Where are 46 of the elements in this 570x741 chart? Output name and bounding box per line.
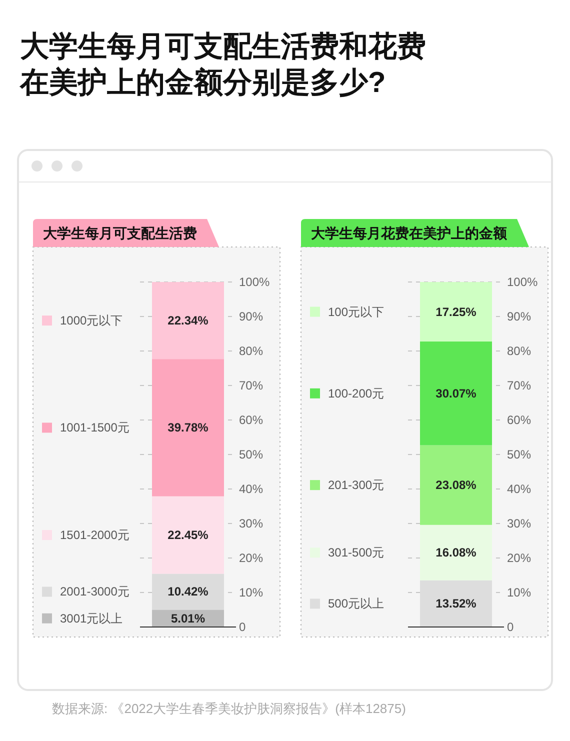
data-label: 30.07%: [436, 386, 476, 400]
tick-label: 30%: [507, 516, 532, 530]
legend-label: 1501-2000元: [60, 528, 130, 542]
tick-label: 100%: [239, 275, 270, 289]
data-label: 17.25%: [436, 304, 476, 319]
legend-label: 2001-3000元: [60, 584, 130, 599]
legend-label: 301-500元: [328, 546, 384, 560]
tick-label: 20%: [507, 551, 532, 565]
tick-label: 40%: [239, 482, 264, 496]
data-label: 39.78%: [168, 420, 208, 435]
tick-label: 10%: [507, 586, 532, 600]
tick-label: 80%: [239, 344, 264, 358]
legend-label: 500元以上: [328, 596, 384, 611]
data-label: 23.08%: [436, 478, 476, 492]
legend-label: 100元以下: [328, 304, 384, 319]
title: 大学生每月可支配生活费和花费在美护上的金额分别是多少?: [20, 31, 426, 99]
tick-label: 90%: [239, 310, 264, 324]
data-label: 22.45%: [168, 528, 208, 542]
tick-label: 70%: [239, 378, 264, 392]
tick-label: 10%: [239, 586, 264, 600]
tick-label: 60%: [239, 413, 264, 427]
legend-label: 100-200元: [328, 386, 384, 400]
data-label: 13.52%: [436, 596, 476, 611]
tick-label: 80%: [507, 344, 532, 358]
data-label: 5.01%: [170, 611, 206, 626]
tick-label: 50%: [507, 448, 532, 462]
tick-label: 70%: [507, 378, 532, 392]
data-label: 22.34%: [168, 314, 208, 328]
legend-label: 1000元以下: [60, 314, 123, 328]
tick-label: 50%: [239, 448, 264, 462]
annotation: 数据来源: 《2022大学生春季美妆护肤洞察报告》(样本12875): [52, 701, 406, 716]
tick-label: 100%: [507, 275, 538, 289]
tick-label: 60%: [507, 413, 532, 427]
legend-label: 3001元以上: [60, 611, 123, 626]
panel-title: 大学生每月可支配生活费: [43, 225, 197, 241]
data-label: 16.08%: [436, 546, 476, 560]
tick-label: 40%: [507, 482, 532, 496]
tick-label: 0: [507, 620, 514, 634]
tick-label: 0: [239, 620, 246, 634]
tick-label: 20%: [239, 551, 264, 565]
panel-title: 大学生每月花费在美护上的金额: [311, 225, 507, 241]
legend-label: 201-300元: [328, 478, 384, 492]
legend-label: 1001-1500元: [60, 420, 130, 435]
tick-label: 30%: [239, 516, 264, 530]
data-label: 10.42%: [168, 584, 208, 599]
tick-label: 90%: [507, 310, 532, 324]
